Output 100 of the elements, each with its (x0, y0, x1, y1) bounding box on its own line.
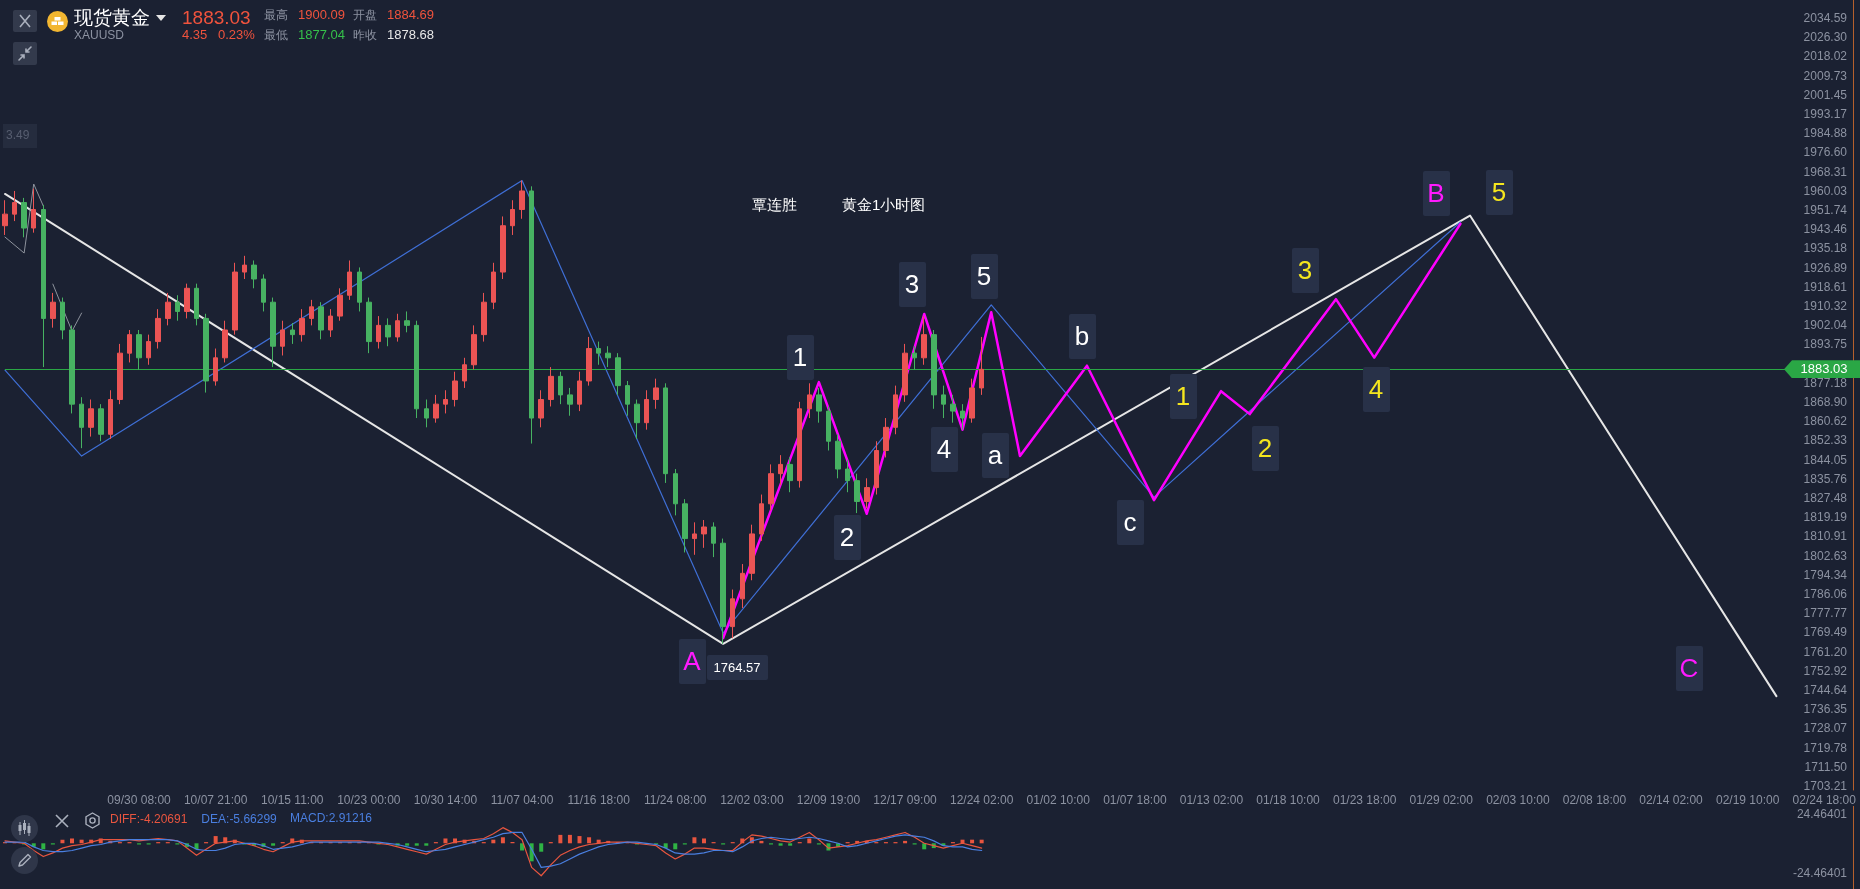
y-tick-label: 2009.73 (1803, 68, 1848, 83)
x-tick-label: 01/13 02:00 (1179, 793, 1244, 807)
y-tick-label: 1761.20 (1803, 644, 1848, 659)
annotation: 开盘 (353, 8, 377, 23)
annotation: 最低 (264, 28, 288, 43)
annotation: 1883.03 (182, 7, 251, 29)
annotation: 1900.09 (298, 7, 345, 23)
x-tick-label: 12/09 19:00 (796, 793, 861, 807)
y-tick-label: 1926.89 (1803, 260, 1848, 275)
y-tick-label: 1744.64 (1803, 683, 1848, 698)
y-tick-label: 2018.02 (1803, 49, 1848, 64)
annotation: 1878.68 (387, 27, 434, 43)
y-tick-label: 1935.18 (1803, 241, 1848, 256)
annotation: 1877.04 (298, 27, 345, 43)
y-tick-label: 1976.60 (1803, 145, 1848, 160)
text: 覃连胜 (752, 196, 797, 215)
y-tick-label: 1844.05 (1803, 452, 1848, 467)
y-tick-label: 1951.74 (1803, 203, 1848, 218)
annotation: 4.35 (182, 27, 208, 43)
x-tick-label: 10/15 11:00 (261, 793, 324, 807)
x-tick-label: 02/19 10:00 (1715, 793, 1780, 807)
annotation: A (678, 638, 706, 684)
y-tick-label: 1984.88 (1803, 126, 1848, 141)
y-tick-label: 24.46401 (1796, 806, 1848, 821)
series-label: DIFF:-4.20691 (110, 812, 188, 826)
annotation: 4 (1362, 366, 1390, 412)
x-tick-label: 10/30 14:00 (413, 793, 478, 807)
y-tick-label: -24.46401 (1792, 865, 1848, 880)
x-tick-label: 11/07 04:00 (490, 793, 554, 807)
y-tick-label: 1868.90 (1803, 395, 1848, 410)
annotation: MACD:2.91216 (290, 811, 373, 826)
series-label: DEA:-5.66299 (201, 812, 278, 826)
annotation: 最高 (264, 8, 288, 23)
y-tick-label: 1786.06 (1803, 587, 1848, 602)
annotation: 2 (833, 514, 861, 560)
text: 黄金1小时图 (842, 196, 926, 215)
annotation: b (1068, 313, 1096, 359)
y-tick-label: 2026.30 (1803, 30, 1848, 45)
x-tick-label: 02/03 10:00 (1486, 793, 1550, 807)
y-tick-label: 2001.45 (1803, 87, 1848, 102)
annotation: 0.23% (218, 27, 255, 43)
y-tick-label: 1777.77 (1803, 606, 1848, 621)
annotation: 4 (930, 426, 958, 472)
x-tick-label: 02/08 18:00 (1562, 793, 1627, 807)
x-tick-label: 01/02 10:00 (1026, 793, 1091, 807)
y-tick-label: 1810.91 (1803, 529, 1848, 544)
annotation: 5 (970, 253, 998, 299)
y-tick-label: 1852.33 (1803, 433, 1848, 448)
annotation: XAUUSD (74, 28, 125, 43)
x-tick-label: 01/29 02:00 (1409, 793, 1474, 807)
y-tick-label: 1819.19 (1803, 510, 1848, 525)
annotation: a (981, 432, 1009, 478)
y-tick-label: 1835.76 (1803, 471, 1848, 486)
x-tick-label: 01/07 18:00 (1103, 793, 1167, 807)
annotation: 1 (1169, 373, 1197, 419)
y-tick-label: 1968.31 (1803, 164, 1848, 179)
x-tick-label: 12/24 02:00 (949, 793, 1014, 807)
x-tick-label: 11/24 08:00 (644, 793, 707, 807)
annotation: 1 (786, 334, 814, 380)
x-tick-label: 02/14 02:00 (1639, 793, 1704, 807)
x-tick-label: 02/24 18:00 (1792, 793, 1857, 807)
x-tick-label: 12/17 09:00 (873, 793, 938, 807)
x-tick-label: 09/30 08:00 (107, 793, 172, 807)
y-tick-label: 1993.17 (1803, 107, 1848, 122)
y-tick-label: 2034.59 (1803, 11, 1848, 26)
x-tick-label: 01/18 10:00 (1256, 793, 1321, 807)
y-tick-label: 1943.46 (1803, 222, 1848, 237)
y-tick-label: 1769.49 (1803, 625, 1848, 640)
y-tick-label: 1960.03 (1803, 183, 1848, 198)
y-tick-label: 1910.32 (1803, 299, 1848, 314)
y-tick-label: 1802.63 (1803, 548, 1848, 563)
y-tick-label: 1736.35 (1803, 702, 1848, 717)
ref-line-label: 1883.03 (1784, 360, 1860, 379)
y-tick-label: 1794.34 (1803, 567, 1848, 582)
annotation: 现货黄金 (74, 7, 150, 29)
x-tick-label: 10/07 21:00 (183, 793, 248, 807)
x-tick-label: 10/23 00:00 (337, 793, 401, 807)
y-tick-label: 1728.07 (1803, 721, 1848, 736)
annotation: 5 (1485, 169, 1513, 215)
y-tick-label: 1752.92 (1803, 663, 1848, 678)
y-tick-label: 1703.21 (1803, 779, 1848, 794)
annotation: C (1675, 645, 1703, 691)
y-tick-label: 1902.04 (1803, 318, 1848, 333)
y-tick-label: 1719.78 (1803, 740, 1848, 755)
y-tick-label: 1711.50 (1804, 759, 1848, 774)
annotation: 1764.57 (706, 654, 768, 680)
x-tick-label: 12/02 03:00 (720, 793, 784, 807)
x-tick-label: 11/16 18:00 (567, 793, 631, 807)
y-tick-label: 1918.61 (1803, 279, 1848, 294)
annotation: 3 (898, 261, 926, 307)
x-tick-label: 01/23 18:00 (1332, 793, 1397, 807)
annotation: 3 (1291, 247, 1319, 293)
y-tick-label: 1827.48 (1803, 491, 1848, 506)
y-tick-label: 1893.75 (1803, 337, 1848, 352)
annotation: 昨收 (353, 28, 377, 43)
annotation: 2 (1251, 425, 1279, 471)
annotation: 1884.69 (387, 7, 434, 23)
annotation: B (1422, 170, 1450, 216)
annotation: c (1116, 499, 1144, 545)
y-tick-label: 1860.62 (1803, 414, 1848, 429)
